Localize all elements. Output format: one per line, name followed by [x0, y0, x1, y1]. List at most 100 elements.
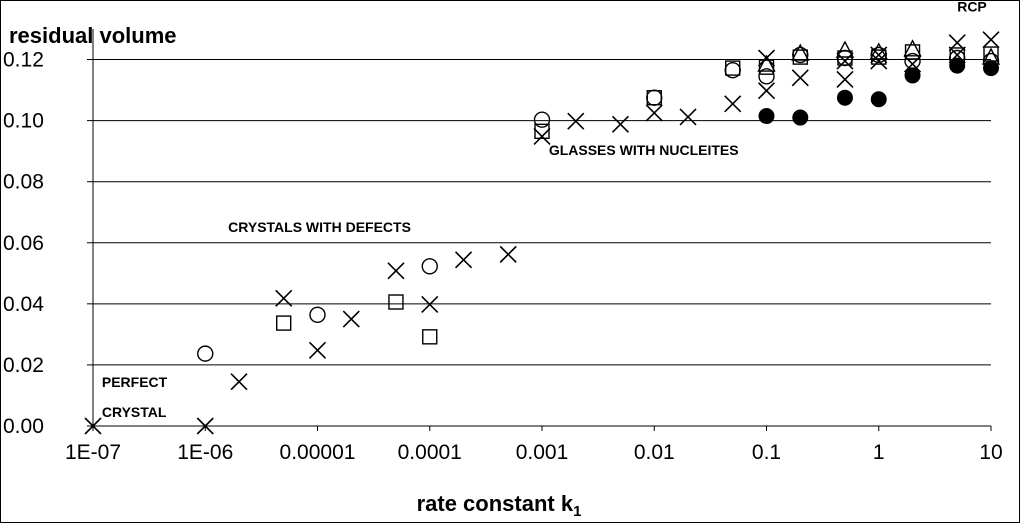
cross-stroke: [791, 69, 809, 87]
y-tick-label: 0.08: [3, 171, 44, 194]
annotation-label: CRYSTAL: [102, 404, 167, 420]
cross-marker: [421, 295, 439, 314]
cross-stroke: [982, 31, 1000, 49]
open-circle-marker: [421, 258, 438, 275]
x-tick-label: 0.1: [752, 441, 781, 464]
cross-stroke: [645, 104, 663, 122]
cross-stroke: [533, 127, 551, 146]
cross-stroke: [836, 70, 854, 88]
cross-marker: [342, 310, 360, 328]
annotation-label: CRYSTALS WITH DEFECTS: [228, 219, 411, 235]
cross-marker: [791, 69, 809, 87]
open-square-marker: [758, 59, 775, 75]
open-circle-marker: [309, 306, 326, 324]
y-tick-label: 0.04: [3, 293, 44, 316]
x-tick-label: 10: [979, 441, 1002, 464]
y-tick-label: 0.00: [3, 415, 44, 438]
cross-stroke: [230, 373, 248, 391]
annotation-label: PERFECT: [102, 374, 168, 390]
cross-marker: [196, 417, 214, 435]
annotations: RCP GLASSES WITH NUCLEITES CRYSTALS WITH D…: [102, 1, 987, 420]
cross-stroke: [757, 82, 776, 100]
x-axis-label: rate constant k1: [417, 491, 582, 520]
open-circle-marker: [758, 68, 775, 85]
cross-stroke: [679, 108, 697, 126]
cross-marker: [230, 373, 248, 391]
x-tick-label: 0.0001: [398, 441, 462, 464]
cross-marker: [757, 82, 776, 100]
y-tick-label: 0.06: [3, 232, 44, 255]
cross-stroke: [342, 310, 360, 328]
cross-stroke: [196, 417, 214, 435]
open-square-marker: [534, 123, 550, 140]
cross-marker: [836, 70, 854, 88]
x-tick-label: 1: [873, 441, 885, 464]
open-square-marker: [646, 90, 662, 106]
open-square-marker: [388, 294, 404, 310]
y-tick-label: 0.12: [3, 49, 44, 72]
cross-marker: [567, 112, 585, 130]
cross-stroke: [421, 295, 439, 314]
cross-marker: [84, 417, 102, 435]
x-tick-label: 0.00001: [280, 441, 356, 464]
data-points: [84, 31, 1001, 435]
cross-marker: [757, 49, 776, 67]
open-square-marker: [276, 315, 292, 331]
filled-circle-marker: [904, 67, 921, 84]
cross-stroke: [724, 95, 742, 113]
x-tick-label: 1E-07: [65, 441, 121, 464]
open-circle-marker: [533, 111, 551, 128]
open-circle-marker: [646, 89, 663, 106]
open-triangle-marker: [791, 43, 810, 61]
open-triangle-marker: [903, 39, 922, 57]
filled-circle-marker: [983, 60, 999, 77]
filled-circle-marker: [758, 108, 775, 125]
open-square-marker: [422, 329, 438, 345]
cross-marker: [499, 245, 517, 263]
cross-marker: [645, 104, 663, 122]
cross-marker: [454, 251, 473, 269]
open-square-marker: [837, 50, 853, 66]
cross-stroke: [454, 251, 473, 269]
filled-circle-marker: [792, 109, 809, 126]
open-triangle-marker: [757, 54, 776, 72]
y-tick-label: 0.02: [3, 354, 44, 377]
filled-circle-marker: [949, 57, 966, 74]
x-tick-label: 1E-06: [177, 441, 233, 464]
cross-marker: [870, 52, 888, 70]
cross-marker: [308, 341, 327, 359]
annotation-label: GLASSES WITH NUCLEITES: [549, 142, 739, 158]
open-square-marker: [725, 60, 741, 76]
cross-stroke: [308, 341, 327, 359]
cross-marker: [533, 127, 551, 146]
cross-stroke: [567, 112, 585, 130]
x-axis-label-main: rate constant k: [417, 491, 574, 516]
cross-stroke: [387, 262, 405, 280]
cross-stroke: [275, 289, 293, 307]
open-triangle-marker: [869, 42, 888, 60]
open-square-marker: [904, 44, 921, 60]
filled-circle-marker: [870, 91, 887, 108]
x-axis-label-subscript: 1: [573, 503, 581, 520]
cross-marker: [679, 108, 697, 126]
open-circle-marker: [197, 345, 214, 362]
cross-stroke: [84, 417, 102, 435]
cross-stroke: [611, 115, 630, 133]
cross-stroke: [499, 245, 517, 263]
gridlines: [87, 29, 992, 431]
cross-stroke: [870, 52, 888, 70]
annotation-label: RCP: [957, 1, 987, 15]
y-tick-label: 0.10: [3, 110, 44, 133]
cross-marker: [387, 262, 405, 280]
filled-circle-marker: [836, 89, 853, 106]
cross-marker: [275, 289, 293, 307]
cross-stroke: [836, 52, 854, 70]
cross-stroke: [757, 49, 776, 67]
open-triangle-marker: [835, 40, 855, 58]
cross-marker: [611, 115, 630, 133]
y-axis-label: residual volume: [9, 23, 177, 48]
cross-marker: [982, 31, 1000, 49]
x-tick-label: 0.001: [516, 441, 569, 464]
